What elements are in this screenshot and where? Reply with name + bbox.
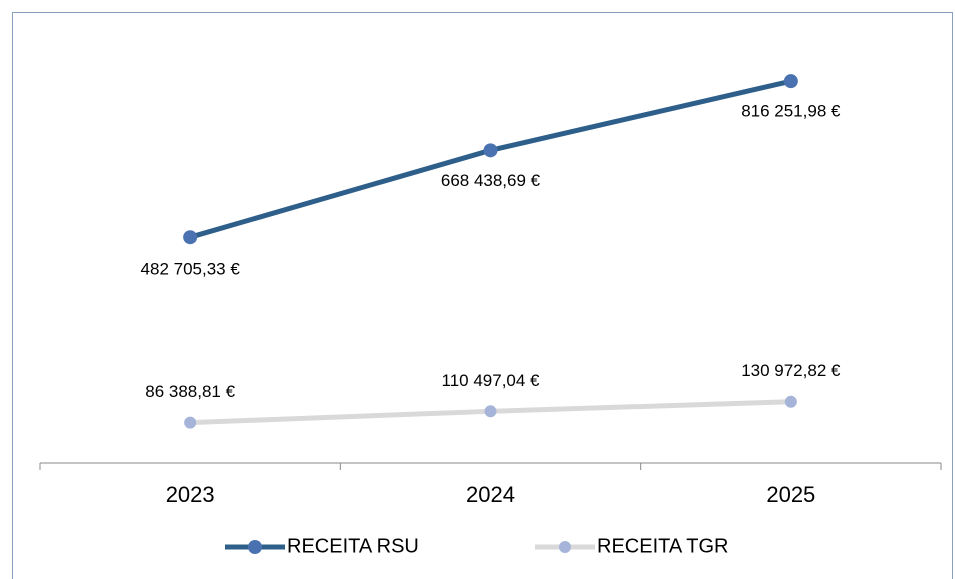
data-point <box>784 395 797 408</box>
data-point <box>783 74 798 89</box>
legend-label: RECEITA RSU <box>287 535 419 557</box>
data-label: 110 497,04 € <box>442 371 541 390</box>
data-label: 668 438,69 € <box>441 171 541 190</box>
data-label: 86 388,81 € <box>145 382 235 401</box>
data-point <box>484 405 497 418</box>
data-label: 130 972,82 € <box>741 361 841 380</box>
legend-label: RECEITA TGR <box>597 535 729 557</box>
data-label: 482 705,33 € <box>141 260 241 279</box>
legend-marker <box>559 541 571 553</box>
x-tick-label: 2025 <box>766 482 815 507</box>
x-tick-label: 2024 <box>466 482 515 507</box>
data-label: 816 251,98 € <box>741 102 841 121</box>
chart-border <box>12 12 953 579</box>
data-point <box>184 416 197 429</box>
legend-marker <box>248 540 262 554</box>
data-point <box>183 230 198 245</box>
x-tick-label: 2023 <box>166 482 215 507</box>
data-point <box>483 143 498 158</box>
